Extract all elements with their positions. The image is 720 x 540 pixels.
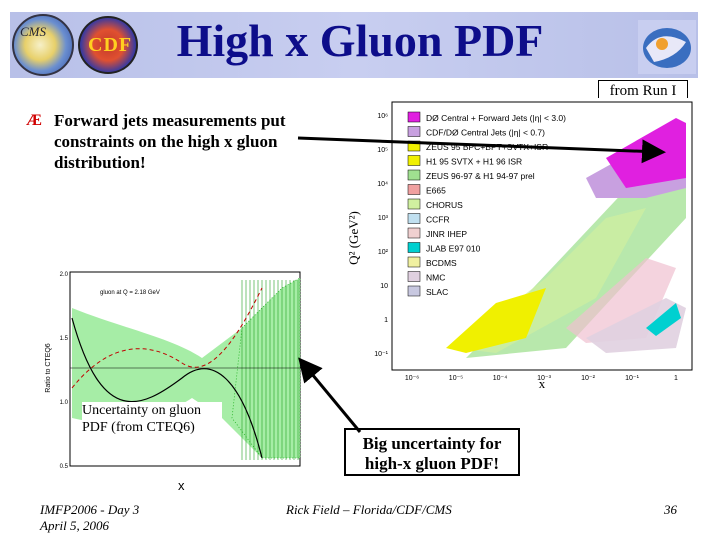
legend-swatch xyxy=(407,285,421,297)
region-slac xyxy=(586,298,686,353)
y-tick-label: 10 xyxy=(380,283,388,290)
y-tick-label: 10³ xyxy=(378,215,389,222)
callout-big-uncertainty: Big uncertainty for high-x gluon PDF! xyxy=(344,428,520,476)
legend-label: CHORUS xyxy=(426,200,463,210)
plot-y-ticks: 10⁶ 10⁵ 10⁴ 10³ 10² 10 1 10⁻¹ xyxy=(374,113,388,358)
legend-swatch xyxy=(407,242,421,253)
legend-swatch xyxy=(407,271,421,282)
ratio-curve-red xyxy=(71,287,263,389)
y-tick-label: 10⁵ xyxy=(377,147,388,154)
legend-swatch xyxy=(407,256,421,268)
legend-label: JLAB E97 010 xyxy=(426,244,481,254)
ratio-y-tick-label: 0.5 xyxy=(60,464,69,470)
footer-author: Rick Field – Florida/CDF/CMS xyxy=(286,502,452,517)
region-jlab xyxy=(646,303,681,336)
legend-label: ZEUS 95 BPC+BPT+SVTX+ISR xyxy=(426,142,548,152)
ratio-curve-black xyxy=(71,317,263,459)
legend-label: CCFR xyxy=(426,215,450,225)
legend-swatch xyxy=(407,213,421,224)
cdf-logo-icon: CDF xyxy=(78,16,138,74)
footer-conference: IMFP2006 - Day 3 April 5, 2006 xyxy=(40,502,139,534)
legend-swatch xyxy=(407,126,421,137)
gluon-ratio-plot: gluon at Q = 2.18 GeV Ratio to CTEQ6 2.0… xyxy=(45,271,301,470)
plot-x-ticks: 10⁻⁶ 10⁻⁵ 10⁻⁴ 10⁻³ 10⁻² 10⁻¹ 1 xyxy=(405,375,678,382)
legend-label: DØ Central + Forward Jets (|η| < 3.0) xyxy=(426,113,566,123)
cdf-logo-text: CDF xyxy=(88,34,133,56)
bullet-text: Forward jets measurements put constraint… xyxy=(54,111,286,172)
legend-swatch xyxy=(407,155,421,166)
ratio-plot-x-label: x xyxy=(178,478,185,493)
legend-label: CDF/DØ Central Jets (|η| < 0.7) xyxy=(426,128,545,138)
ratio-y-tick-label: 1.5 xyxy=(60,336,69,342)
legend-swatch xyxy=(407,198,421,210)
x-tick-label: 1 xyxy=(674,375,678,382)
legend-swatch xyxy=(407,227,421,239)
y-tick-label: 10⁻¹ xyxy=(374,351,388,358)
legend-label: BCDMS xyxy=(426,258,457,268)
y-tick-label: 1 xyxy=(384,317,388,324)
x-tick-label: 10⁻¹ xyxy=(625,375,639,382)
slide-header: CMS CDF High x Gluon PDF xyxy=(0,0,720,82)
footer-page-number: 36 xyxy=(664,502,677,517)
legend-swatch xyxy=(407,184,421,195)
x-tick-label: 10⁻⁶ xyxy=(405,375,419,382)
ratio-plot-annotation: gluon at Q = 2.18 GeV xyxy=(100,290,160,296)
legend-swatch xyxy=(407,140,421,152)
cms-logo-icon: CMS xyxy=(12,14,74,76)
slide-title: High x Gluon PDF xyxy=(176,15,544,66)
legend-label: E665 xyxy=(426,186,446,196)
cms-logo-text: CMS xyxy=(20,24,46,39)
ratio-plot-y-ticks: 2.0 1.5 1.0 0.5 xyxy=(60,272,69,470)
x-tick-label: 10⁻² xyxy=(581,375,595,382)
legend-label: H1 95 SVTX + H1 96 ISR xyxy=(426,157,522,167)
plot-y-label: Q² (GeV²) xyxy=(346,211,361,265)
callout-uncertainty: Uncertainty on gluon PDF (from CTEQ6) xyxy=(82,402,222,436)
footer-line2: April 5, 2006 xyxy=(40,518,109,533)
legend-label: ZEUS 96-97 & H1 94-97 prel xyxy=(426,171,535,181)
y-tick-label: 10⁶ xyxy=(377,113,388,120)
footer-line1: IMFP2006 - Day 3 xyxy=(40,502,140,517)
legend-label: JINR IHEP xyxy=(426,229,467,239)
legend-swatch xyxy=(407,111,421,123)
plot-x-label: x xyxy=(539,376,546,390)
legend-label: NMC xyxy=(426,273,445,283)
x-tick-label: 10⁻⁴ xyxy=(493,375,508,382)
x-tick-label: 10⁻³ xyxy=(537,375,551,382)
legend-label: SLAC xyxy=(426,287,448,297)
kinematic-coverage-plot: DØ Central + Forward Jets (|η| < 3.0) CDF… xyxy=(346,98,698,390)
from-run-label: from Run I xyxy=(598,80,688,102)
ratio-plot-y-label: Ratio to CTEQ6 xyxy=(45,343,52,393)
x-tick-label: 10⁻⁵ xyxy=(449,375,463,382)
ratio-y-tick-label: 2.0 xyxy=(60,272,69,278)
y-tick-label: 10² xyxy=(378,249,389,256)
y-tick-label: 10⁴ xyxy=(377,181,388,188)
legend-swatch xyxy=(407,169,421,181)
bullet-arrow-icon: Æ xyxy=(26,112,42,129)
ratio-y-tick-label: 1.0 xyxy=(60,400,69,406)
region-zeus-h1-svtx xyxy=(446,288,546,353)
university-logo-icon xyxy=(638,20,696,74)
